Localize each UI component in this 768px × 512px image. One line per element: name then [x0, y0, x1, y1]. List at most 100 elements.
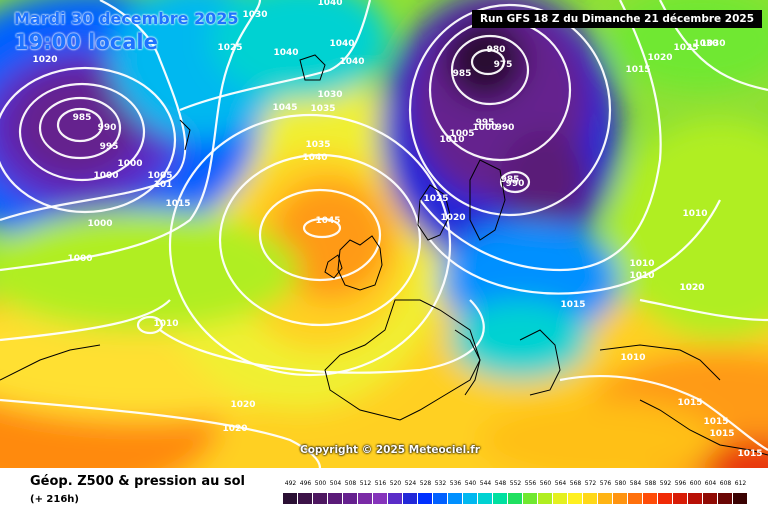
- legend-bar: Géop. Z500 & pression au sol (+ 216h) 49…: [0, 468, 768, 512]
- pressure-label: 1010: [682, 209, 707, 219]
- legend-swatch: [358, 493, 372, 504]
- weather-map: 1040 1030 1020 1025 1040 1040 1040 1045 1035 1030…: [0, 0, 768, 468]
- legend-label: 548: [494, 480, 507, 487]
- legend-label: 596: [674, 480, 687, 487]
- pressure-label: 1035: [305, 140, 330, 150]
- legend-label: 504: [329, 480, 342, 487]
- legend-swatch: [343, 493, 357, 504]
- legend-swatch: [688, 493, 702, 504]
- run-banner: Run GFS 18 Z du Dimanche 21 décembre 202…: [472, 10, 762, 28]
- legend-swatch: [508, 493, 522, 504]
- pressure-label: 1020: [647, 53, 672, 63]
- pressure-label: 1030: [693, 39, 718, 49]
- legend-swatch: [433, 493, 447, 504]
- legend-swatch: [643, 493, 657, 504]
- legend-label: 600: [689, 480, 702, 487]
- legend-label: 560: [539, 480, 552, 487]
- legend-label: 524: [404, 480, 417, 487]
- legend-swatch: [538, 493, 552, 504]
- legend-swatch: [388, 493, 402, 504]
- pressure-label: 995: [100, 142, 119, 152]
- pressure-label: 1000: [93, 171, 118, 181]
- pressure-label: 1010: [439, 135, 464, 145]
- pressure-label: 1015: [625, 65, 650, 75]
- legend-label: 520: [389, 480, 402, 487]
- legend-swatch: [523, 493, 537, 504]
- pressure-label: 1010: [620, 353, 645, 363]
- legend-swatch: [628, 493, 642, 504]
- legend-swatch: [373, 493, 387, 504]
- legend-swatch: [553, 493, 567, 504]
- pressure-label: 1030: [242, 10, 267, 20]
- pressure-label: 1020: [222, 424, 247, 434]
- pressure-labels: 1040 1030 1020 1025 1040 1040 1040 1045 1035 1030…: [32, 0, 762, 459]
- legend-label: 592: [659, 480, 672, 487]
- legend-label: 540: [464, 480, 477, 487]
- field-blobs: [0, 0, 768, 468]
- legend-label: 528: [419, 480, 432, 487]
- pressure-label: 1000: [117, 159, 142, 169]
- legend-label: 568: [569, 480, 582, 487]
- pressure-label: 1025: [423, 194, 448, 204]
- pressure-label: 1045: [315, 216, 340, 226]
- legend-swatch: [733, 493, 747, 504]
- pressure-label: 1040: [317, 0, 342, 8]
- legend-label: 588: [644, 480, 657, 487]
- pressure-label: 990: [506, 179, 525, 189]
- legend-label: 508: [344, 480, 357, 487]
- legend-swatch: [718, 493, 732, 504]
- legend-swatch: [673, 493, 687, 504]
- legend-label: 608: [719, 480, 732, 487]
- pressure-label: 975: [494, 60, 513, 70]
- legend-label: 604: [704, 480, 717, 487]
- pressure-label: 101: [154, 180, 173, 190]
- pressure-label: 1010: [629, 271, 654, 281]
- pressure-label: 1010: [629, 259, 654, 269]
- legend-label: 584: [629, 480, 642, 487]
- pressure-label: 1020: [440, 213, 465, 223]
- color-scale: 492 496 500 504 508 512 516 520 524 528 532 536 540 5…: [283, 476, 747, 506]
- forecast-time: 19:00 locale: [14, 30, 158, 54]
- legend-swatch: [598, 493, 612, 504]
- legend-label: 556: [524, 480, 537, 487]
- coastlines: [0, 54, 768, 456]
- forecast-date: Mardi 30 decembre 2025: [14, 9, 239, 28]
- pressure-label: 1040: [329, 39, 354, 49]
- legend-label: 564: [554, 480, 567, 487]
- pressure-label: 1040: [273, 48, 298, 58]
- pressure-label: 1045: [272, 103, 297, 113]
- pressure-label: 990: [496, 123, 515, 133]
- legend-label: 576: [599, 480, 612, 487]
- legend-label: 536: [449, 480, 462, 487]
- pressure-label: 1015: [703, 417, 728, 427]
- legend-swatch: [418, 493, 432, 504]
- legend-swatch: [448, 493, 462, 504]
- legend-label: 532: [434, 480, 447, 487]
- legend-swatch: [613, 493, 627, 504]
- pressure-label: 1005: [449, 129, 474, 139]
- pressure-label: 1010: [153, 319, 178, 329]
- legend-swatch: [703, 493, 717, 504]
- legend-swatch: [493, 493, 507, 504]
- pressure-label: 1020: [230, 400, 255, 410]
- legend-label: 544: [479, 480, 492, 487]
- parameter-title: Géop. Z500 & pression au sol: [30, 474, 245, 489]
- legend-label: 572: [584, 480, 597, 487]
- legend-label: 500: [314, 480, 327, 487]
- pressure-label: 1040: [339, 57, 364, 67]
- pressure-label: 1030: [317, 90, 342, 100]
- pressure-label: 990: [98, 123, 117, 133]
- pressure-label: 985: [73, 113, 92, 123]
- pressure-label: 995: [476, 118, 495, 128]
- pressure-label: 1015: [709, 429, 734, 439]
- legend-label: 516: [374, 480, 387, 487]
- pressure-label: 980: [487, 45, 506, 55]
- pressure-label: 1020: [679, 283, 704, 293]
- legend-swatch: [478, 493, 492, 504]
- pressure-label: 985: [453, 69, 472, 79]
- pressure-label: 1040: [302, 153, 327, 163]
- legend-label: 512: [359, 480, 372, 487]
- pressure-label: 1030: [700, 39, 725, 49]
- pressure-label: 985: [501, 175, 520, 185]
- legend-label: 612: [734, 480, 747, 487]
